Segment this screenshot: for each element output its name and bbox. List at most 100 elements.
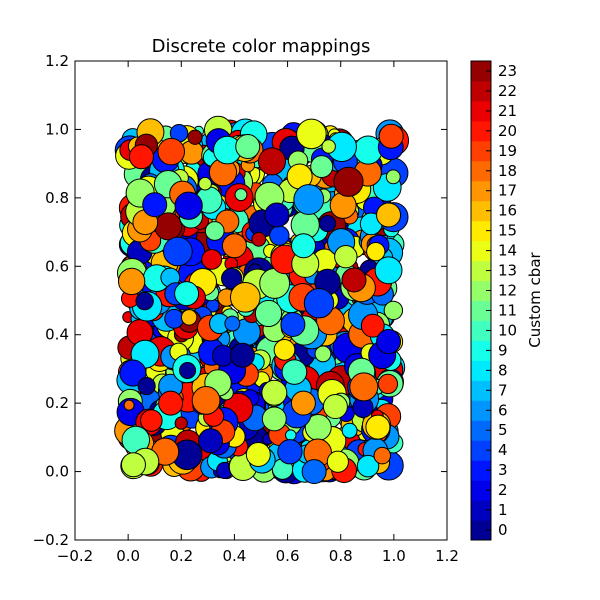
colorbar-segment (471, 100, 491, 122)
colorbar-tick-label: 18 (498, 162, 517, 180)
colorbar-segment (471, 520, 491, 541)
scatter-point (296, 118, 327, 150)
scatter-point (235, 134, 261, 160)
colorbar-segment (471, 460, 491, 481)
scatter-point (378, 123, 404, 149)
colorbar-tick-label: 0 (498, 521, 508, 539)
scatter-point (174, 416, 188, 430)
y-axis: −0.2 0.0 0.2 0.4 0.6 0.8 1.0 1.2 (33, 52, 447, 549)
colorbar-tick-label: 1 (498, 501, 508, 519)
scatter-point (234, 188, 248, 202)
scatter-point (198, 428, 224, 454)
scatter-point (198, 176, 212, 191)
scatter-point (120, 452, 146, 478)
scatter-point (303, 287, 335, 319)
y-tick-label: 1.2 (45, 52, 69, 70)
scatter-point (365, 414, 391, 440)
colorbar-tick-label: 13 (498, 262, 517, 280)
colorbar-segment (471, 160, 491, 182)
scatter-point (191, 386, 221, 415)
colorbar-tick-label: 7 (498, 381, 508, 399)
scatter-point (187, 129, 203, 145)
scatter-point (321, 139, 336, 154)
scatter-point (117, 267, 146, 296)
colorbar-segment (471, 280, 491, 301)
colorbar-tick-label: 16 (498, 202, 517, 220)
colorbar-tick-label: 22 (498, 82, 517, 100)
colorbar-segment (471, 320, 491, 341)
scatter-point (376, 329, 402, 355)
scatter-point (360, 313, 385, 338)
x-tick-label: −0.2 (57, 547, 93, 565)
colorbar-tick-label: 12 (498, 282, 517, 300)
colorbar-segment (471, 420, 491, 441)
scatter-point (349, 372, 379, 402)
scatter-point (290, 390, 316, 416)
colorbar-tick-label: 8 (498, 361, 508, 379)
colorbar-segment (471, 400, 491, 421)
scatter-point (291, 233, 317, 259)
scatter-point (377, 373, 399, 395)
colorbar-segment (471, 180, 491, 202)
scatter-point (201, 248, 223, 270)
y-tick-label: 0.0 (45, 463, 69, 481)
colorbar-tick-label: 14 (498, 242, 517, 260)
scatter-point (280, 311, 306, 337)
scatter-points (114, 115, 410, 485)
scatter-point (341, 267, 367, 293)
scatter-point (180, 309, 198, 326)
colorbar-tick-label: 9 (498, 341, 508, 359)
scatter-point (142, 192, 168, 218)
x-tick-label: 0.0 (116, 547, 140, 565)
colorbar-tick-label: 4 (498, 441, 508, 459)
colorbar-segment (471, 500, 491, 521)
colorbar-segment (471, 140, 491, 162)
colorbar-segment (471, 340, 491, 361)
colorbar-segment (471, 240, 491, 262)
y-tick-label: 0.2 (45, 394, 69, 412)
colorbar-segment (471, 300, 491, 321)
scatter-point (123, 399, 135, 411)
colorbar-segment (471, 80, 491, 102)
scatter-point (119, 359, 147, 387)
scatter-point (366, 241, 386, 262)
scatter-point (261, 406, 287, 432)
colorbar-segment (471, 120, 491, 142)
x-tick-label: 1.0 (382, 547, 406, 565)
colorbar-tick-label: 17 (498, 182, 517, 200)
colorbar-tick-label: 19 (498, 142, 517, 160)
colorbar-tick-label: 15 (498, 222, 517, 240)
scatter-point (221, 267, 243, 290)
scatter-point (163, 236, 193, 267)
colorbar-tick-label: 2 (498, 481, 508, 499)
colorbar-segment (471, 440, 491, 461)
scatter-point (140, 409, 163, 432)
scatter-point (376, 202, 402, 228)
colorbar-tick-label: 20 (498, 122, 517, 140)
colorbar-segment (471, 480, 491, 501)
scatter-point (137, 376, 156, 396)
scatter-point (174, 191, 203, 220)
scatter-point (174, 281, 200, 307)
x-tick-label: 1.2 (435, 547, 459, 565)
scatter-point (158, 390, 184, 416)
scatter-point (229, 281, 261, 313)
colorbar-segment (471, 360, 491, 381)
scatter-point (154, 212, 183, 241)
colorbar-tick-label: 11 (498, 301, 517, 319)
colorbar-segment (471, 220, 491, 242)
colorbar-segment (471, 260, 491, 282)
x-axis: −0.2 0.0 0.2 0.4 0.6 0.8 1.0 1.2 (57, 61, 459, 565)
scatter-point (314, 345, 332, 363)
colorbar-tick-label: 23 (498, 62, 517, 80)
scatter-point (293, 184, 325, 215)
scatter-point (264, 202, 290, 228)
scatter-point (341, 422, 358, 439)
scatter-point (254, 299, 283, 328)
y-tick-label: 0.4 (45, 326, 69, 344)
scatter-point (356, 454, 380, 478)
scatter-point (281, 359, 308, 385)
scatter-point (334, 244, 358, 269)
scatter-point (128, 144, 154, 170)
